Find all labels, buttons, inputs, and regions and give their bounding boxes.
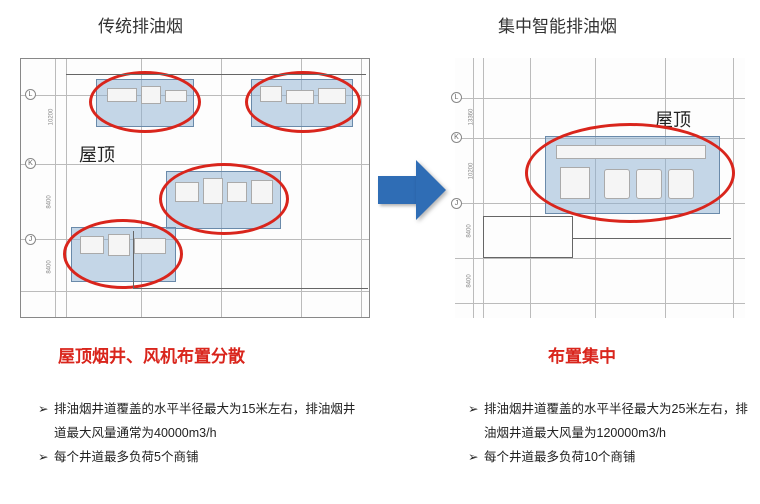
equip-zone-1 [96, 79, 194, 127]
right-bullet-2: 每个井道最多负荷10个商铺 [468, 446, 748, 470]
axis-row-K-r: K [451, 132, 462, 143]
right-title: 集中智能排油烟 [498, 12, 617, 37]
right-caption: 布置集中 [548, 342, 616, 367]
right-bullet-1: 排油烟井道覆盖的水平半径最大为25米左右，排油烟井道最大风量为120000m3/… [468, 398, 748, 446]
left-bullet-2: 每个井道最多负荷5个商铺 [38, 446, 358, 470]
equip-zone-central [545, 136, 720, 214]
left-caption: 屋顶烟井、风机布置分散 [58, 342, 245, 367]
equip-zone-2 [251, 79, 353, 127]
right-roof-label: 屋顶 [655, 106, 691, 132]
left-bullet-1: 排油烟井道覆盖的水平半径最大为15米左右，排油烟井道最大风量通常为40000m3… [38, 398, 358, 446]
right-bullets: 排油烟井道覆盖的水平半径最大为25米左右，排油烟井道最大风量为120000m3/… [468, 398, 748, 469]
arrow-icon [378, 160, 448, 220]
equip-zone-3 [166, 171, 281, 229]
axis-row-L: L [25, 89, 36, 100]
right-plan: L K J 13360 10200 8400 8400 屋顶 [455, 58, 745, 318]
axis-row-J: J [25, 234, 36, 245]
left-title: 传统排油烟 [98, 12, 183, 37]
axis-row-K: K [25, 158, 36, 169]
axis-row-L-r: L [451, 92, 462, 103]
left-roof-label: 屋顶 [79, 141, 115, 167]
left-bullets: 排油烟井道覆盖的水平半径最大为15米左右，排油烟井道最大风量通常为40000m3… [38, 398, 358, 469]
axis-row-J-r: J [451, 198, 462, 209]
left-plan: L K J 10200 8400 8400 屋顶 [20, 58, 370, 318]
